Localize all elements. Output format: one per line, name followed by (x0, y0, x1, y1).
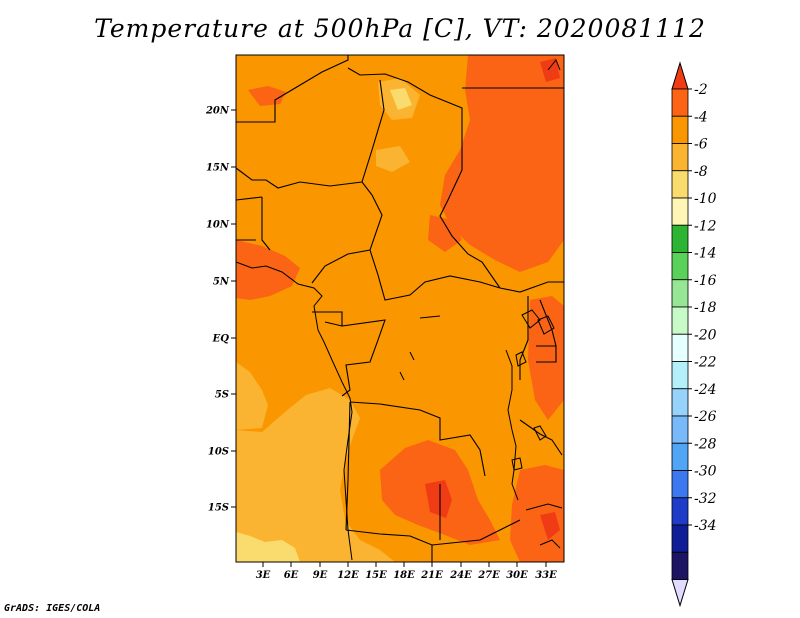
lat-label: 5S (215, 390, 229, 401)
colorbar: -2 -4 -6 -8 -10 -12 -14 -16 -18 -20 -22 -24 -26 -28 -3… (671, 61, 717, 608)
colorbar-swatch (671, 170, 689, 199)
colorbar-swatch (671, 524, 689, 553)
colorbar-label: -10 (694, 191, 717, 207)
colorbar-swatch (671, 388, 689, 417)
lon-label: 21E (420, 570, 443, 581)
lon-label: 12E (337, 570, 359, 581)
lat-label: 15S (208, 503, 229, 514)
temperature-field-coolest-corner (236, 532, 300, 562)
colorbar-label: -22 (694, 355, 717, 371)
lon-label: 27E (477, 570, 500, 581)
temperature-field-cool-southwest (236, 388, 395, 562)
colorbar-swatch (671, 115, 689, 144)
colorbar-swatch (671, 143, 689, 172)
map-frame (235, 54, 565, 563)
colorbar-label: -16 (694, 273, 717, 289)
temperature-field-hot-mozambique (540, 512, 560, 540)
lat-label: 5N (213, 277, 230, 288)
temperature-field-coldest-north (390, 88, 412, 110)
colorbar-label: -34 (694, 518, 717, 534)
colorbar-top-arrow (671, 61, 689, 90)
colorbar-swatch (671, 333, 689, 362)
latitude-axis: 20N 15N 10N 5N EQ 5S 10S 15S (205, 106, 236, 514)
colorbar-swatch (671, 252, 689, 281)
lat-label: 10S (208, 447, 229, 458)
colorbar-label: -6 (694, 137, 708, 153)
country-borders (235, 55, 564, 562)
lat-label: 20N (205, 106, 230, 117)
temperature-field-warm-lakes (528, 296, 564, 420)
lon-label: 3E (256, 570, 271, 581)
colorbar-label: -18 (694, 300, 717, 316)
colorbar-swatch (671, 197, 689, 226)
colorbar-swatch (671, 88, 689, 117)
colorbar-swatch (671, 224, 689, 253)
lat-label: 15N (206, 163, 230, 174)
longitude-axis: 3E 6E 9E 12E 15E 18E 21E 24E 27E 30E 33E (256, 562, 557, 581)
lon-label: 15E (365, 570, 387, 581)
lat-label: EQ (212, 334, 230, 345)
lat-label: 10N (206, 220, 230, 231)
colorbar-swatch (671, 361, 689, 390)
lon-label: 30E (506, 570, 528, 581)
colorbar-bottom-arrow (671, 579, 689, 608)
colorbar-swatch (671, 279, 689, 308)
temperature-field-hot-angola (425, 480, 452, 518)
temperature-field-hot-ne (540, 58, 560, 82)
lon-label: 18E (393, 570, 415, 581)
colorbar-swatch (671, 415, 689, 444)
colorbar-label: -8 (694, 164, 708, 180)
colorbar-label: -20 (694, 327, 717, 343)
map-panel (235, 54, 565, 563)
colorbar-label: -4 (694, 109, 708, 125)
temperature-field-cool-coast (236, 362, 268, 430)
temperature-field-cool-mid (376, 146, 410, 172)
lon-label: 24E (449, 570, 472, 581)
temperature-field-warm-east-sudan (440, 55, 564, 272)
lon-label: 33E (535, 570, 557, 581)
temperature-field-warm-north (248, 86, 286, 106)
lon-label: 9E (313, 570, 328, 581)
colorbar-label: -14 (694, 246, 717, 262)
coastlines (235, 59, 563, 561)
colorbar-label: -24 (694, 382, 717, 398)
colorbar-label: -26 (694, 409, 717, 425)
colorbar-swatch (671, 442, 689, 471)
colorbar-swatch (671, 551, 689, 580)
grads-credit: GrADS: IGES/COLA (4, 603, 101, 614)
colorbar-label: -32 (694, 491, 717, 507)
colorbar-label: -2 (694, 82, 708, 98)
map-title: Temperature at 500hPa [C], VT: 202008111… (94, 14, 706, 43)
colorbar-swatch (671, 497, 689, 526)
colorbar-swatch (671, 470, 689, 499)
temperature-field-warm-central (428, 215, 462, 252)
lon-label: 6E (284, 570, 299, 581)
colorbar-label: -12 (694, 218, 717, 234)
temperature-field-warm-southeast (510, 465, 564, 562)
temperature-field-warm-gulf (236, 240, 300, 300)
colorbar-swatch (671, 306, 689, 335)
colorbar-label: -28 (694, 436, 717, 452)
colorbar-label: -30 (694, 464, 717, 480)
